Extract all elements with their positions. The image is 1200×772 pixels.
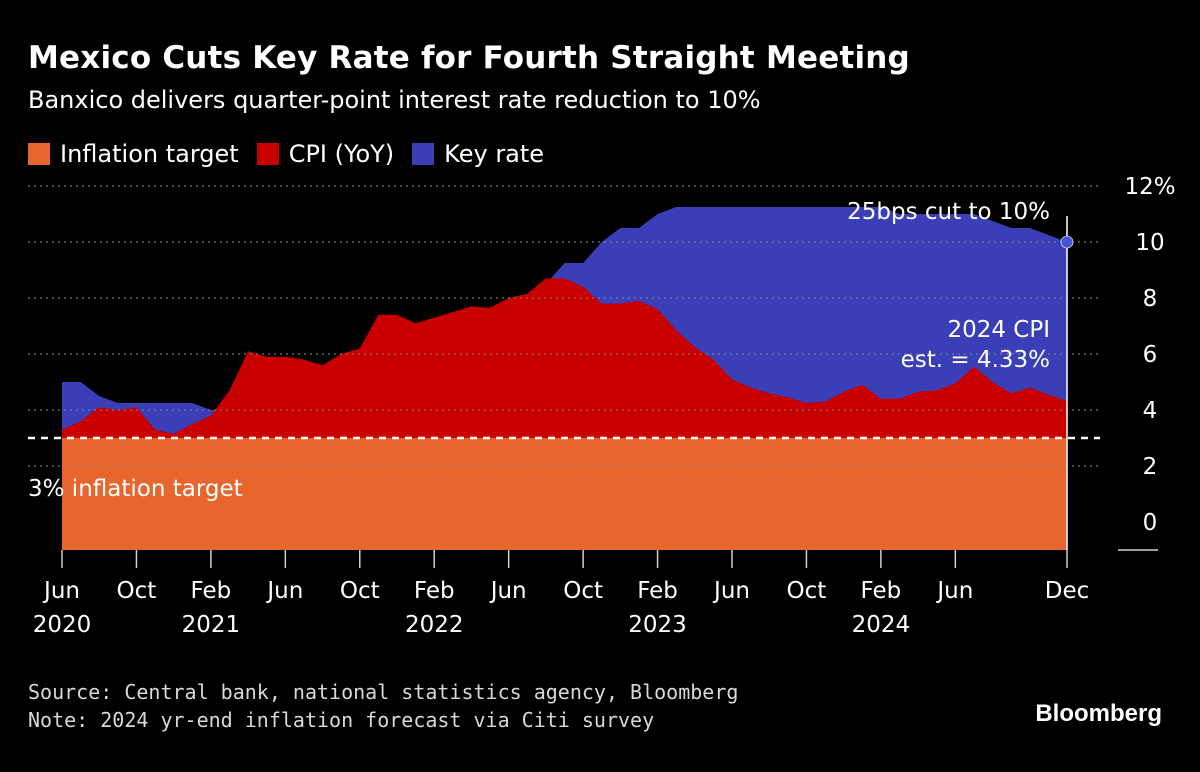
x-tick-label: Jun xyxy=(712,578,750,604)
x-tick-label: Jun xyxy=(42,578,80,604)
x-tick-label: Feb xyxy=(861,578,902,604)
legend-swatch-cpi xyxy=(256,143,279,165)
x-tick-year-label: 2024 xyxy=(852,612,911,638)
cpi-estimate-annotation-line2: est. = 4.33% xyxy=(901,347,1050,373)
x-tick-label: Oct xyxy=(117,578,157,604)
forecast-note: Note: 2024 yr-end inflation forecast via… xyxy=(28,708,655,732)
bloomberg-logo: Bloomberg xyxy=(1035,700,1162,727)
legend-label-cpi: CPI (YoY) xyxy=(288,140,395,168)
legend-swatch-key-rate xyxy=(412,143,435,165)
y-tick-label: 2 xyxy=(1143,454,1158,480)
x-tick-label: Dec xyxy=(1045,578,1090,604)
x-tick-year-label: 2023 xyxy=(628,612,687,638)
x-tick-label: Jun xyxy=(265,578,303,604)
area-chart: 0 2 4 6 8 10 12% 3% inflation target 25bps cut t… xyxy=(28,174,1176,638)
x-tick-year-label: 2022 xyxy=(405,612,464,638)
x-tick-label: Oct xyxy=(787,578,827,604)
source-note: Source: Central bank, national statistic… xyxy=(28,680,739,704)
x-tick-label: Oct xyxy=(340,578,380,604)
inflation-target-label: 3% inflation target xyxy=(28,476,243,502)
key-rate-latest-dot xyxy=(1060,235,1074,249)
x-tick-label: Jun xyxy=(489,578,527,604)
footer: Source: Central bank, national statistic… xyxy=(28,678,738,734)
cut-annotation: 25bps cut to 10% xyxy=(847,199,1050,225)
legend-label-inflation-target: Inflation target xyxy=(60,140,239,168)
x-tick-label: Feb xyxy=(414,578,455,604)
chart-subtitle: Banxico delivers quarter-point interest … xyxy=(28,86,761,114)
y-tick-label: 10 xyxy=(1135,230,1164,256)
x-tick-year-label: 2021 xyxy=(182,612,241,638)
legend-item-key-rate: Key rate xyxy=(412,140,544,168)
x-tick-label: Oct xyxy=(563,578,603,604)
y-tick-label: 0 xyxy=(1143,510,1158,536)
legend-item-inflation-target: Inflation target xyxy=(28,140,239,168)
y-tick-label: 6 xyxy=(1143,342,1158,368)
chart-title: Mexico Cuts Key Rate for Fourth Straight… xyxy=(28,40,910,76)
y-tick-label: 12% xyxy=(1124,174,1175,200)
legend: Inflation target CPI (YoY) Key rate xyxy=(28,140,562,168)
y-tick-label: 8 xyxy=(1143,286,1158,312)
x-tick-label: Jun xyxy=(935,578,973,604)
legend-label-key-rate: Key rate xyxy=(444,140,545,168)
legend-item-cpi: CPI (YoY) xyxy=(256,140,395,168)
cpi-estimate-annotation-line1: 2024 CPI xyxy=(947,317,1050,343)
x-tick-label: Feb xyxy=(191,578,232,604)
y-tick-label: 4 xyxy=(1143,398,1158,424)
legend-swatch-inflation-target xyxy=(28,143,50,165)
x-tick-label: Feb xyxy=(637,578,678,604)
x-tick-year-label: 2020 xyxy=(33,612,92,638)
inflation-target-area xyxy=(62,438,1067,550)
